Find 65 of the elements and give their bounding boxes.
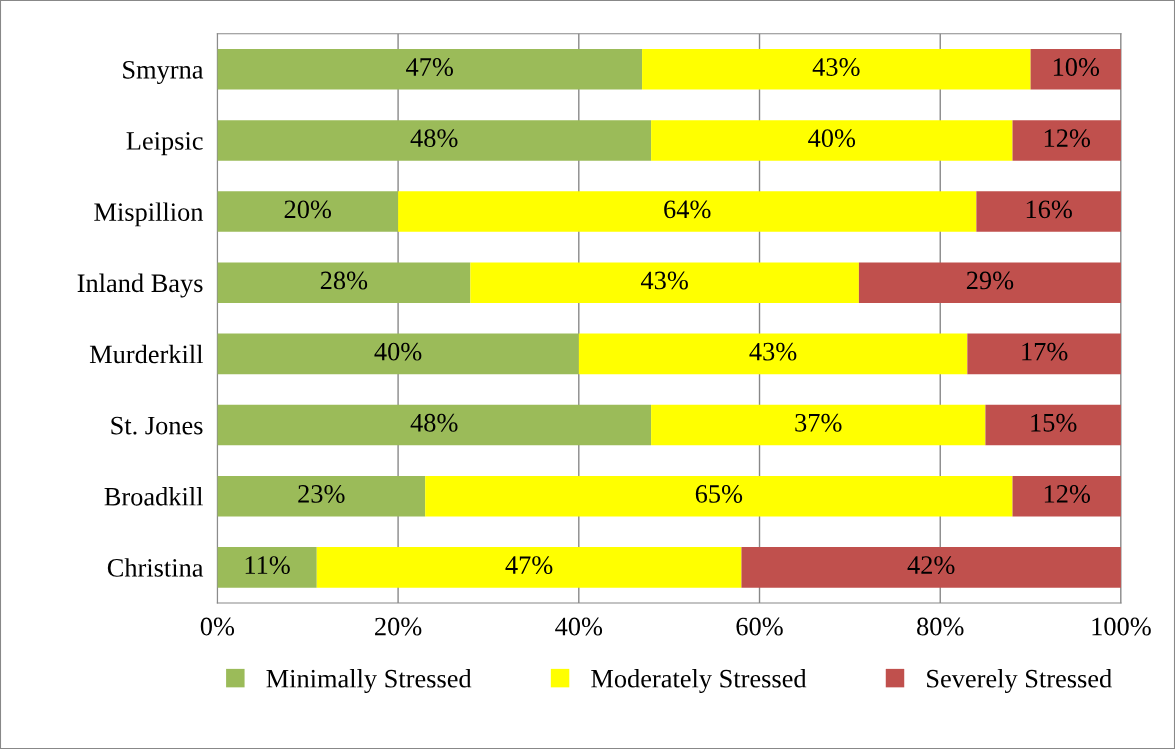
data-label: 42% <box>907 556 955 575</box>
data-label: 28% <box>320 271 368 290</box>
bar <box>651 120 1013 161</box>
data-label: 15% <box>1031 413 1077 432</box>
bar <box>858 262 1121 304</box>
bar <box>217 475 426 517</box>
legend-label: Minimally Stressed <box>266 669 472 694</box>
bar <box>425 475 1013 517</box>
data-label: 12% <box>1044 485 1091 503</box>
x-tick-label: 20% <box>375 617 422 636</box>
x-tick-label: 60% <box>736 617 783 636</box>
data-label: 20% <box>284 200 332 219</box>
y-tick-label: St. Jones <box>111 416 203 435</box>
data-label: 47% <box>406 58 453 76</box>
data-label: 64% <box>664 200 711 219</box>
bar <box>741 547 1121 588</box>
legend-label: Severely Stressed <box>927 669 1112 694</box>
y-tick-label: Leipsic <box>126 132 203 156</box>
data-label: 43% <box>640 271 688 290</box>
data-label: 40% <box>374 342 422 361</box>
x-tick-label: 0% <box>200 617 235 636</box>
bar <box>976 191 1121 232</box>
data-label: 48% <box>410 129 458 148</box>
bar <box>1012 475 1121 517</box>
data-label: 40% <box>808 129 856 148</box>
data-label: 10% <box>1053 58 1100 76</box>
bar <box>1030 49 1121 90</box>
data-label: 23% <box>298 485 345 503</box>
bar <box>967 333 1121 375</box>
y-tick-label: Murderkill <box>89 344 203 364</box>
x-tick-label: 80% <box>917 617 964 636</box>
y-tick-label: Inland Bays <box>77 273 203 298</box>
bar <box>398 191 977 232</box>
y-tick-label: Smyrna <box>123 60 204 85</box>
bar <box>470 262 859 304</box>
bar <box>1012 120 1121 161</box>
bar <box>985 404 1121 446</box>
bar <box>217 120 652 161</box>
bar <box>217 547 317 588</box>
data-label: 11% <box>245 556 290 575</box>
data-label: 48% <box>410 413 458 432</box>
bar <box>642 49 1031 90</box>
data-label: 37% <box>795 413 842 432</box>
data-label: 17% <box>1022 342 1068 361</box>
data-label: 43% <box>812 58 860 76</box>
y-tick-label: Mispillion <box>94 202 204 227</box>
x-tick-label: 100% <box>1092 617 1151 636</box>
bar <box>217 262 471 304</box>
bar <box>316 547 742 588</box>
data-label: 12% <box>1044 129 1091 148</box>
data-label: 43% <box>749 342 797 361</box>
bar <box>217 404 652 446</box>
data-label: 47% <box>505 556 553 575</box>
bar <box>578 333 968 375</box>
legend-label: Moderately Stressed <box>591 669 807 694</box>
bar <box>217 191 399 232</box>
data-label: 65% <box>695 485 743 503</box>
data-label: 16% <box>1026 200 1072 219</box>
x-tick-label: 40% <box>555 617 603 636</box>
bar <box>217 333 579 375</box>
data-label: 29% <box>966 271 1014 290</box>
y-tick-label: Christina <box>107 558 204 577</box>
bar <box>217 49 643 90</box>
bar <box>651 404 986 446</box>
y-tick-label: Broadkill <box>104 487 203 506</box>
